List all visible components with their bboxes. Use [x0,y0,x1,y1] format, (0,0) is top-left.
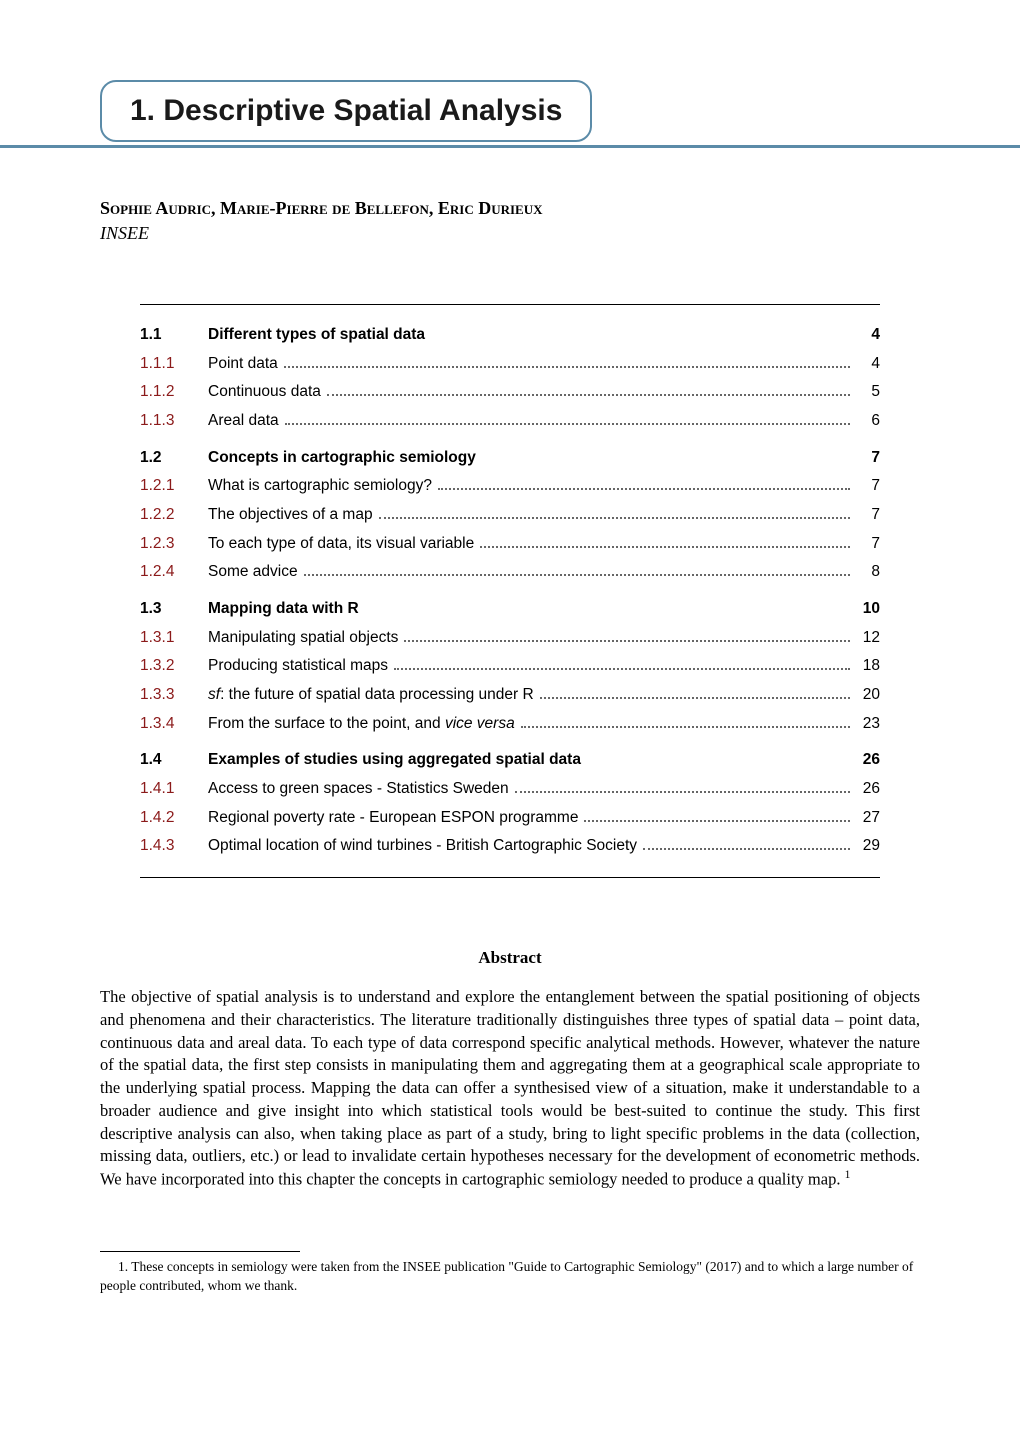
toc-label: Areal data [208,407,279,436]
toc-page: 5 [856,378,880,407]
abstract-title: Abstract [100,948,920,968]
toc-number: 1.2.3 [140,530,208,559]
toc-page: 20 [856,681,880,710]
toc-row: 1.2.3To each type of data, its visual va… [140,530,880,559]
toc-row: 1.2.1What is cartographic semiology? 7 [140,472,880,501]
toc-page: 10 [856,595,880,624]
footnote: 1. These concepts in semiology were take… [100,1258,920,1294]
toc-number: 1.1.3 [140,407,208,436]
toc-number: 1.4.1 [140,775,208,804]
toc-number: 1.3.1 [140,624,208,653]
toc-number: 1.2.4 [140,558,208,587]
toc-page: 4 [856,350,880,379]
toc-row: 1.3Mapping data with R 10 [140,595,880,624]
toc-number: 1.3 [140,595,208,624]
abstract-body: The objective of spatial analysis is to … [100,986,920,1191]
toc-row: 1.1.1Point data 4 [140,350,880,379]
toc-label: Concepts in cartographic semiology [208,444,476,473]
toc-page: 4 [856,321,880,350]
toc-page: 23 [856,710,880,739]
toc-page: 26 [856,775,880,804]
toc-number: 1.4 [140,746,208,775]
toc-page: 7 [856,444,880,473]
toc-label: From the surface to the point, and vice … [208,710,515,739]
chapter-header: 1. Descriptive Spatial Analysis [100,80,592,142]
toc-row: 1.3.3sf: the future of spatial data proc… [140,681,880,710]
toc-row: 1.3.4From the surface to the point, and … [140,710,880,739]
toc-page: 7 [856,472,880,501]
toc-label: Access to green spaces - Statistics Swed… [208,775,509,804]
toc-dots [379,517,850,519]
toc-label: Mapping data with R [208,595,359,624]
toc-label: Regional poverty rate - European ESPON p… [208,804,578,833]
toc-dots [540,697,850,699]
chapter-title-text: Descriptive Spatial Analysis [163,94,562,127]
toc-label: Examples of studies using aggregated spa… [208,746,581,775]
toc-label: sf: the future of spatial data processin… [208,681,534,710]
toc-page: 29 [856,832,880,861]
toc-label: Continuous data [208,378,321,407]
toc-dots [404,640,850,642]
toc-dots [515,791,850,793]
toc-number: 1.2.1 [140,472,208,501]
toc-row: 1.3.1Manipulating spatial objects 12 [140,624,880,653]
toc-row: 1.3.2Producing statistical maps 18 [140,652,880,681]
toc-dots [438,488,850,490]
toc-number: 1.1.1 [140,350,208,379]
toc-page: 26 [856,746,880,775]
toc-page: 27 [856,804,880,833]
chapter-header-rule [0,145,1020,148]
toc-page: 8 [856,558,880,587]
toc-page: 6 [856,407,880,436]
toc-page: 18 [856,652,880,681]
toc-row: 1.4.1Access to green spaces - Statistics… [140,775,880,804]
toc-dots [521,726,850,728]
toc-page: 7 [856,501,880,530]
toc-row: 1.2Concepts in cartographic semiology 7 [140,444,880,473]
toc-label: The objectives of a map [208,501,373,530]
toc-row: 1.1Different types of spatial data 4 [140,321,880,350]
toc-dots [643,848,850,850]
affiliation: INSEE [100,223,920,244]
toc-label: Point data [208,350,278,379]
toc-dots [284,366,850,368]
toc-row: 1.4.3Optimal location of wind turbines -… [140,832,880,861]
chapter-number: 1. [130,94,155,127]
toc-number: 1.4.2 [140,804,208,833]
toc-number: 1.3.3 [140,681,208,710]
toc-number: 1.3.2 [140,652,208,681]
toc-row: 1.4Examples of studies using aggregated … [140,746,880,775]
toc-dots [394,668,850,670]
toc-number: 1.1 [140,321,208,350]
toc-number: 1.2 [140,444,208,473]
toc-dots [304,574,850,576]
table-of-contents: 1.1Different types of spatial data41.1.1… [140,304,880,878]
toc-label: Optimal location of wind turbines - Brit… [208,832,637,861]
toc-number: 1.1.2 [140,378,208,407]
toc-label: Manipulating spatial objects [208,624,398,653]
toc-row: 1.2.4Some advice 8 [140,558,880,587]
toc-row: 1.1.2Continuous data 5 [140,378,880,407]
toc-label: Some advice [208,558,298,587]
toc-label: To each type of data, its visual variabl… [208,530,474,559]
toc-label: Different types of spatial data [208,321,425,350]
toc-number: 1.3.4 [140,710,208,739]
toc-dots [480,546,850,548]
chapter-title: 1. Descriptive Spatial Analysis [130,94,562,127]
toc-dots [285,423,850,425]
toc-dots [584,820,850,822]
toc-row: 1.1.3Areal data 6 [140,407,880,436]
authors: Sophie Audric, Marie-Pierre de Bellefon,… [100,198,920,219]
toc-label: Producing statistical maps [208,652,388,681]
toc-dots [327,394,850,396]
footnote-rule [100,1251,300,1252]
toc-page: 7 [856,530,880,559]
toc-number: 1.4.3 [140,832,208,861]
toc-page: 12 [856,624,880,653]
toc-label: What is cartographic semiology? [208,472,432,501]
toc-row: 1.4.2Regional poverty rate - European ES… [140,804,880,833]
toc-number: 1.2.2 [140,501,208,530]
toc-row: 1.2.2The objectives of a map 7 [140,501,880,530]
